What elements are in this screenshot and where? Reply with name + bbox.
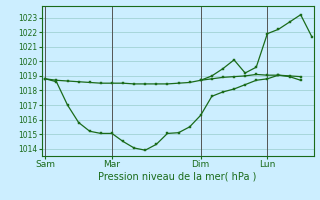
X-axis label: Pression niveau de la mer( hPa ): Pression niveau de la mer( hPa ) [99,172,257,182]
